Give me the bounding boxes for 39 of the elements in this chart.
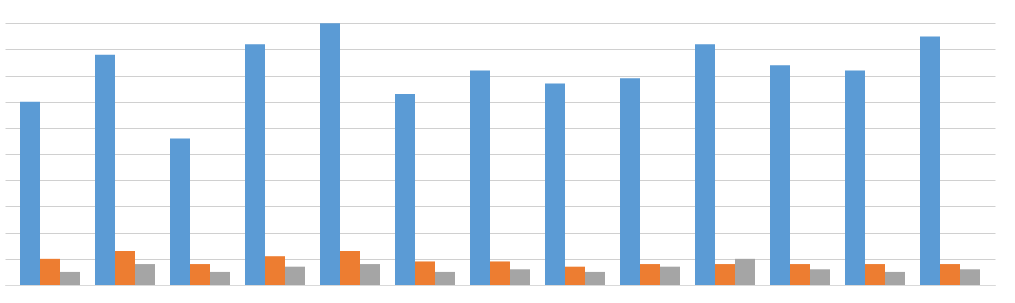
bar xyxy=(360,264,380,285)
bar xyxy=(435,271,455,285)
bar xyxy=(285,266,305,285)
bar xyxy=(170,138,190,285)
bar xyxy=(245,44,265,285)
bar xyxy=(115,250,135,285)
bar xyxy=(265,256,285,285)
bar xyxy=(960,269,980,285)
bar xyxy=(865,264,885,285)
bar xyxy=(545,83,565,285)
bar xyxy=(770,65,790,285)
bar xyxy=(470,70,490,285)
bar xyxy=(940,264,960,285)
bar xyxy=(60,271,80,285)
bar xyxy=(640,264,660,285)
bar xyxy=(490,261,510,285)
bar xyxy=(415,261,435,285)
bar xyxy=(885,271,905,285)
bar xyxy=(210,271,230,285)
bar xyxy=(95,54,115,285)
bar xyxy=(510,269,530,285)
bar xyxy=(845,70,865,285)
bar xyxy=(565,266,585,285)
bar xyxy=(920,36,940,285)
bar xyxy=(395,93,415,285)
bar xyxy=(190,264,210,285)
bar xyxy=(695,44,715,285)
bar xyxy=(340,250,360,285)
bar xyxy=(810,269,830,285)
bar xyxy=(40,258,60,285)
bar xyxy=(660,266,680,285)
bar xyxy=(135,264,155,285)
bar xyxy=(715,264,735,285)
bar xyxy=(320,23,340,285)
bar xyxy=(735,258,755,285)
bar xyxy=(585,271,605,285)
bar xyxy=(620,78,640,285)
bar xyxy=(790,264,810,285)
bar xyxy=(20,101,40,285)
